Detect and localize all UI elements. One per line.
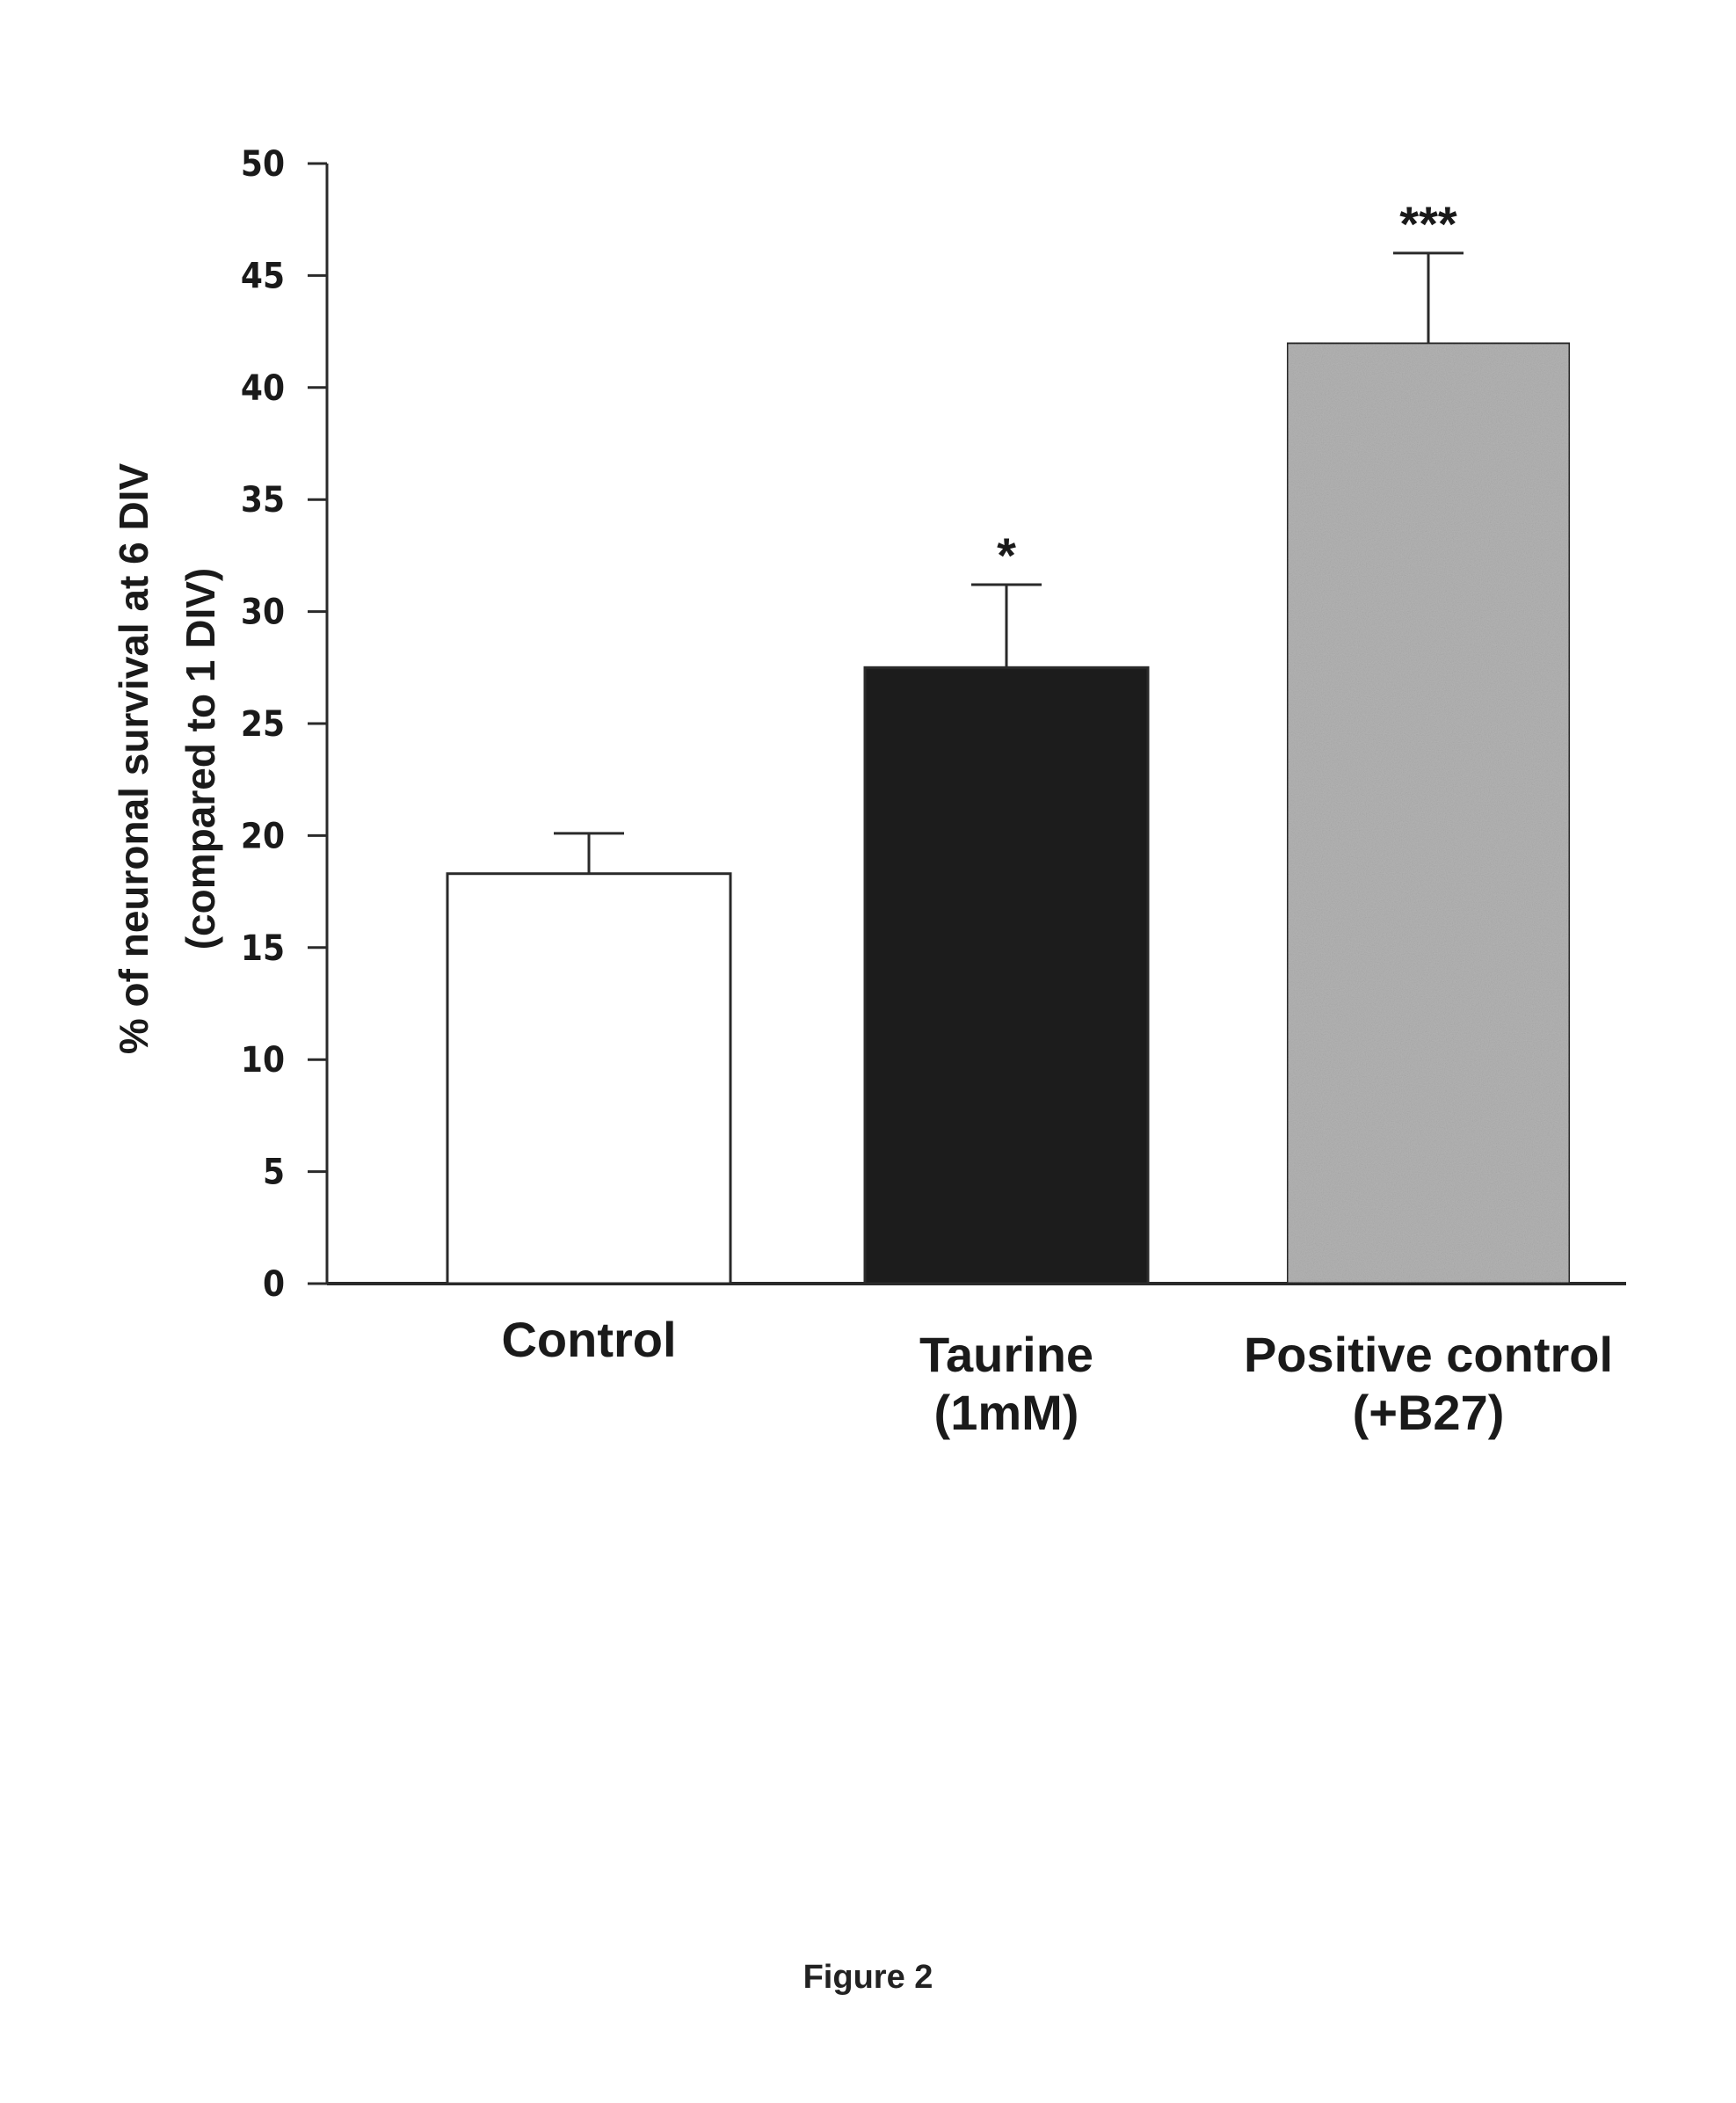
y-axis-label-line-1: % of neuronal survival at 6 DIV — [111, 463, 156, 1055]
bar-2 — [1287, 343, 1570, 1284]
bar-1 — [865, 667, 1148, 1284]
significance-marker-2: *** — [1399, 196, 1457, 251]
category-label-1-0: Taurine — [919, 1327, 1093, 1382]
category-labels-group: Control Taurine(1mM) Positive control(+B27… — [501, 1312, 1613, 1440]
y-tick-label-9: 45 — [241, 256, 285, 296]
y-axis-label-group: % of neuronal survival at 6 DIV (compared… — [111, 463, 223, 1055]
y-tick-label-2: 10 — [241, 1040, 285, 1081]
y-tick-label-6: 30 — [241, 593, 285, 633]
category-label-2-0: Positive control — [1244, 1327, 1613, 1382]
category-label-1-1: (1mM) — [934, 1385, 1079, 1440]
y-axis-label-line-2: (compared to 1 DIV) — [178, 568, 223, 950]
y-tick-label-10: 50 — [241, 144, 285, 185]
y-tick-label-5: 25 — [241, 704, 285, 745]
category-label-2-1: (+B27) — [1353, 1385, 1505, 1440]
y-tick-label-0: 0 — [263, 1264, 285, 1305]
category-label-0-0: Control — [501, 1312, 676, 1367]
y-tick-label-8: 40 — [241, 368, 285, 409]
y-tick-label-4: 20 — [241, 816, 285, 856]
y-tick-label-7: 35 — [241, 480, 285, 520]
y-tick-label-3: 15 — [241, 928, 285, 969]
figure-caption: Figure 2 — [0, 1959, 1736, 1997]
y-tick-label-1: 5 — [263, 1153, 285, 1193]
significance-marker-1: * — [997, 528, 1016, 583]
bar-0 — [447, 874, 730, 1284]
bars-group — [447, 343, 1570, 1284]
